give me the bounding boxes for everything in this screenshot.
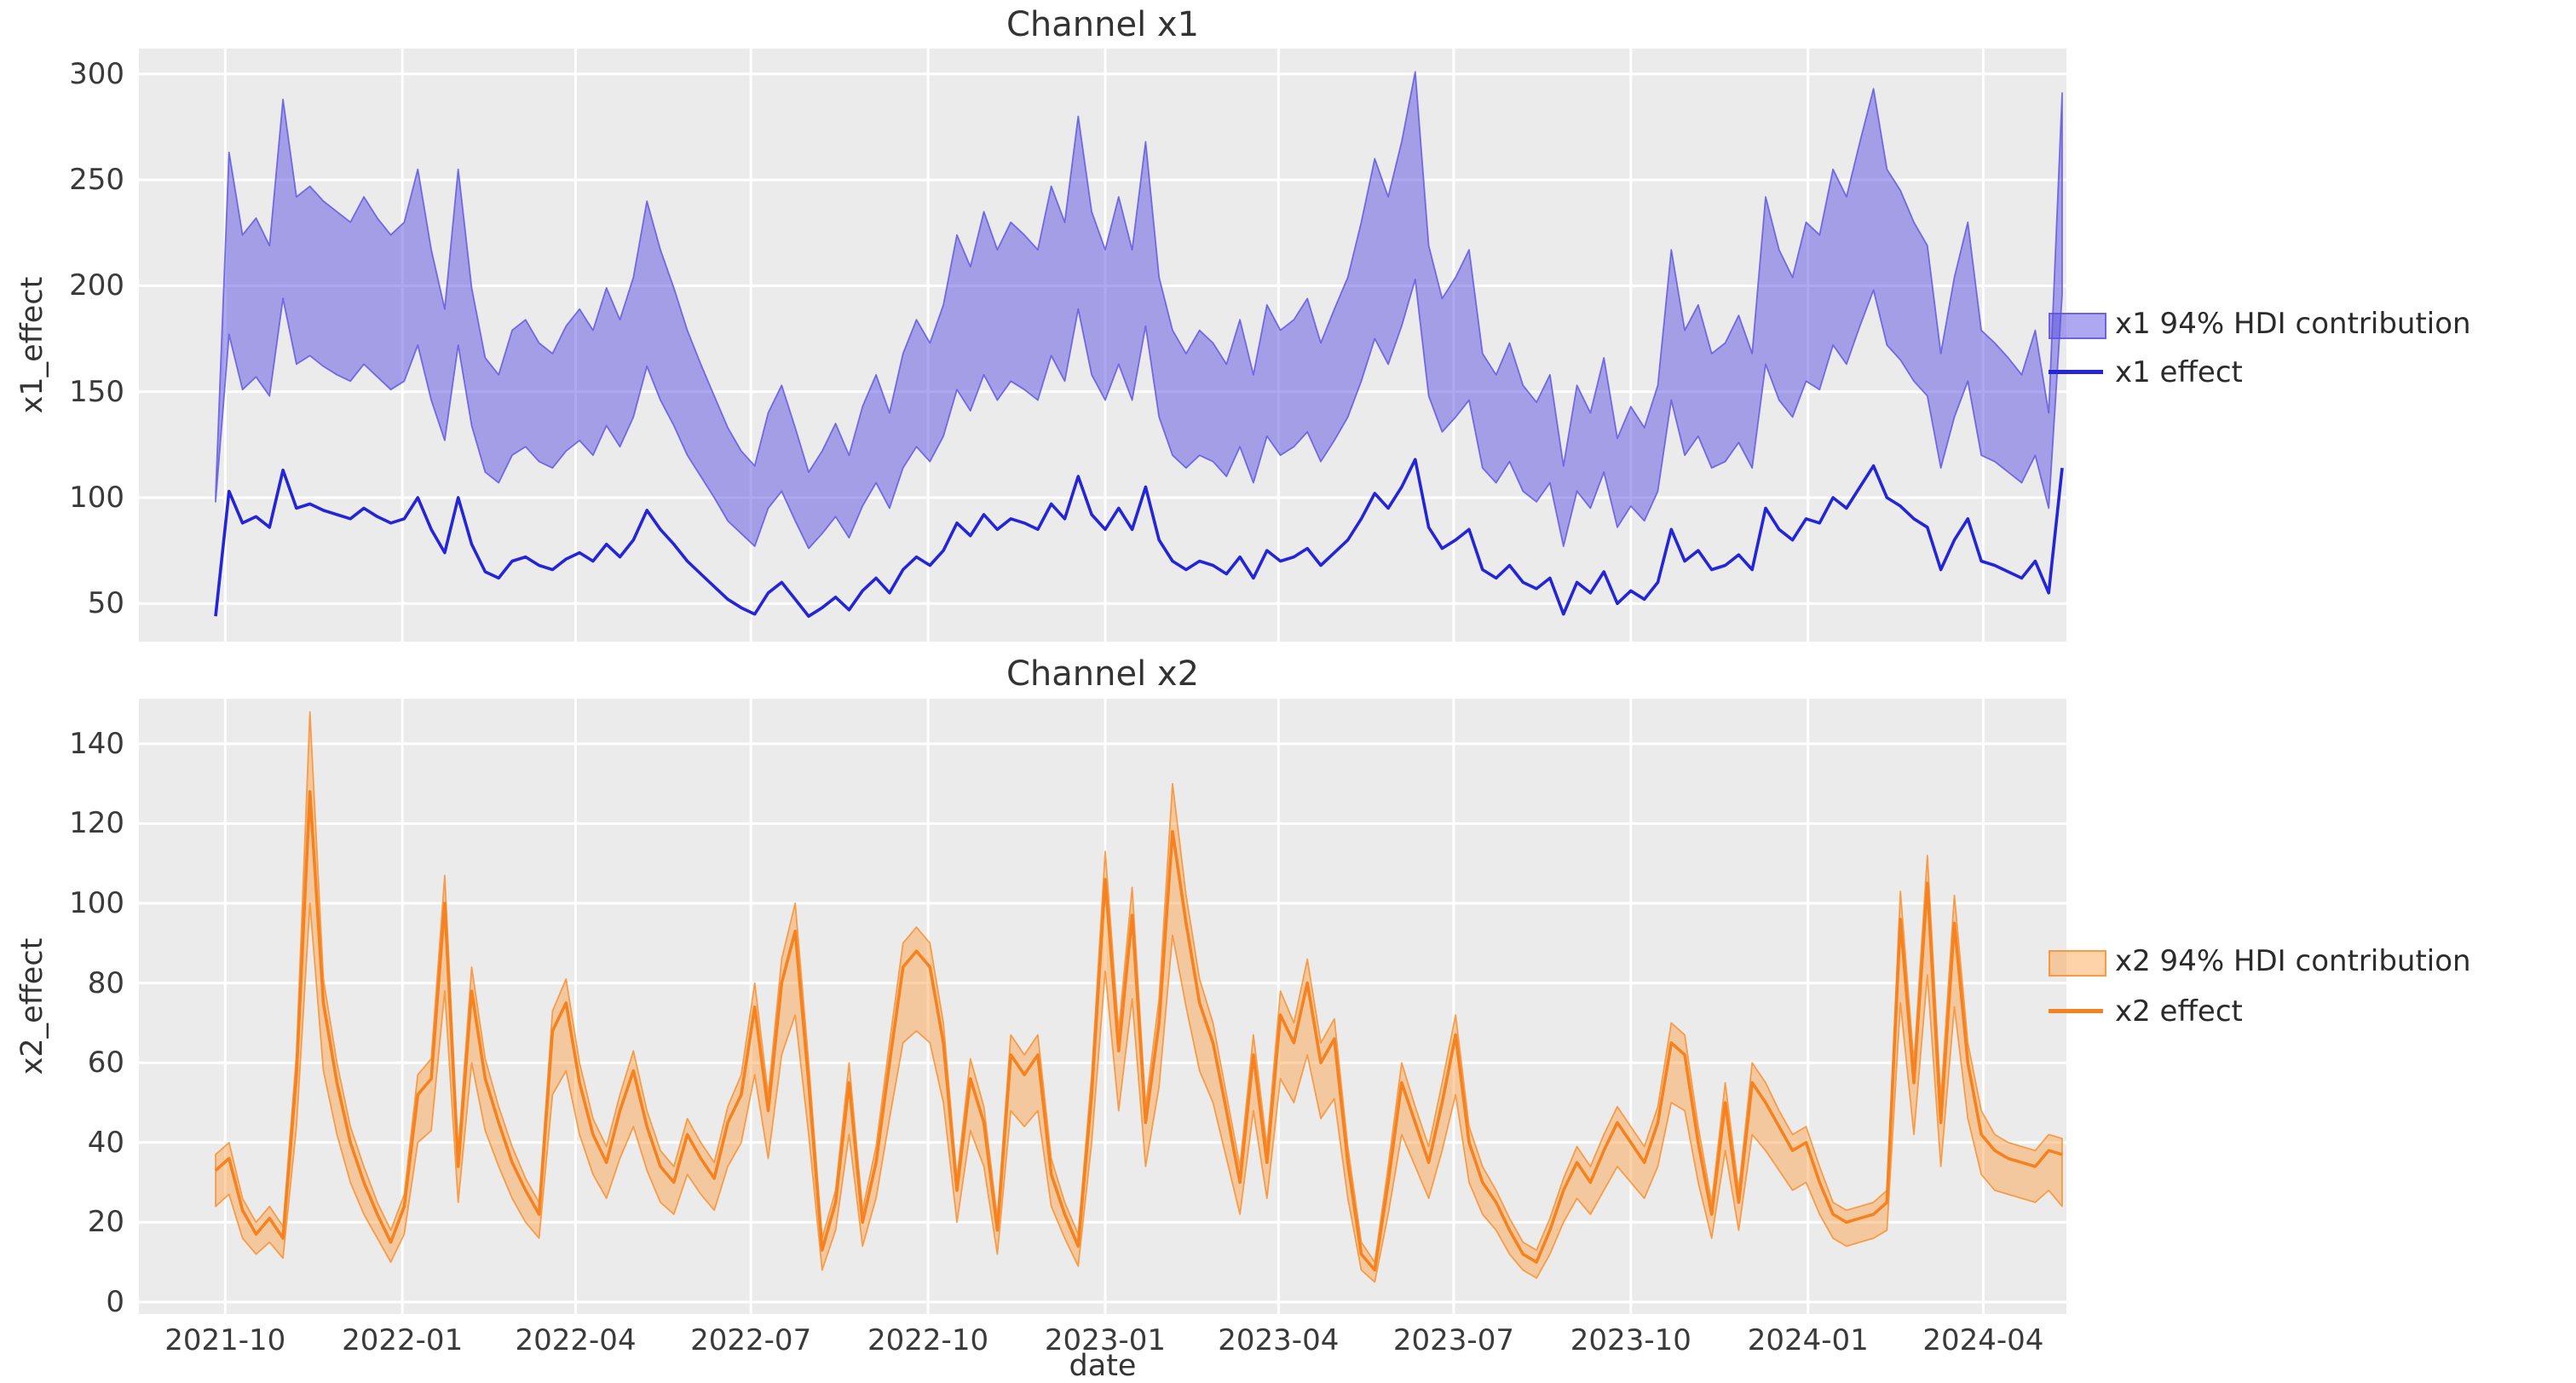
y-tick-label: 120 [69, 806, 124, 841]
y-tick-label: 100 [69, 480, 124, 515]
x-tick-label: 2021-10 [164, 1323, 286, 1357]
effect-line [214, 458, 2064, 619]
y-tick-label: 20 [87, 1205, 124, 1240]
chart2-title: Channel x2 [1006, 654, 1200, 694]
chart1-canvas [139, 49, 2066, 642]
x-tick-label: 2022-07 [690, 1323, 812, 1357]
y-tick-label: 300 [69, 56, 124, 91]
chart2-plot-area [139, 699, 2066, 1314]
x1-hdi-band-label: x1 94% HDI contribution [2115, 307, 2471, 341]
x-tick-label: 2023-01 [1044, 1323, 1166, 1357]
x-tick-label: 2023-07 [1392, 1323, 1514, 1357]
x-tick-label: 2022-10 [867, 1323, 989, 1357]
x-tick-label: 2023-04 [1218, 1323, 1340, 1357]
x-tick-label: 2023-10 [1570, 1323, 1691, 1357]
y-tick-label: 150 [69, 374, 124, 409]
chart1-plot-area [139, 49, 2066, 642]
x2-effect-line-label: x2 effect [2115, 994, 2243, 1029]
x-tick-label: 2024-04 [1922, 1323, 2044, 1357]
chart2-canvas [139, 699, 2066, 1314]
x2-effect-line-swatch [2049, 1009, 2103, 1013]
y-tick-label: 200 [69, 268, 124, 303]
x2-hdi-band-label: x2 94% HDI contribution [2115, 944, 2471, 978]
x-axis-label: date [1069, 1349, 1137, 1383]
y-tick-label: 80 [87, 965, 124, 1000]
x-tick-label: 2024-01 [1747, 1323, 1869, 1357]
y-tick-label: 40 [87, 1125, 124, 1160]
y-tick-label: 250 [69, 163, 124, 198]
x1-hdi-band-swatch [2049, 313, 2106, 339]
y-tick-label: 100 [69, 886, 124, 921]
x1-effect-line-label: x1 effect [2115, 355, 2243, 389]
x-tick-label: 2022-01 [342, 1323, 464, 1357]
chart1-title: Channel x1 [1006, 5, 1200, 44]
x2-hdi-band-swatch [2049, 950, 2106, 977]
y-tick-label: 60 [87, 1046, 124, 1080]
x-tick-label: 2022-04 [515, 1323, 637, 1357]
effect-line [214, 790, 2063, 1272]
y-tick-label: 0 [106, 1284, 124, 1319]
y-tick-label: 50 [87, 586, 124, 621]
x1-effect-line-swatch [2049, 370, 2103, 374]
y-tick-label: 140 [69, 726, 124, 761]
hdi-band [215, 71, 2063, 550]
